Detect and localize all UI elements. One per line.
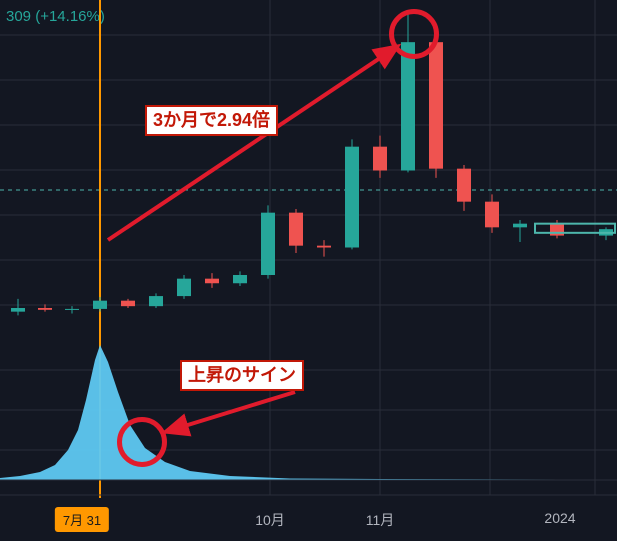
xaxis-tick: 10月	[255, 510, 285, 530]
chart-root: 309 (+14.16%) 3か月で2.94倍 上昇のサイン 10月11月202…	[0, 0, 617, 541]
xaxis-tick: 2024	[544, 510, 575, 526]
date-marker-badge: 7月 31	[55, 507, 109, 532]
annotation-circle-top	[389, 9, 439, 59]
annotation-bottom-label: 上昇のサイン	[180, 360, 304, 391]
xaxis-tick: 11月	[366, 510, 395, 530]
annotation-circle-bottom	[117, 417, 167, 467]
annotation-top-label: 3か月で2.94倍	[145, 105, 278, 136]
chart-plot[interactable]	[0, 0, 617, 541]
